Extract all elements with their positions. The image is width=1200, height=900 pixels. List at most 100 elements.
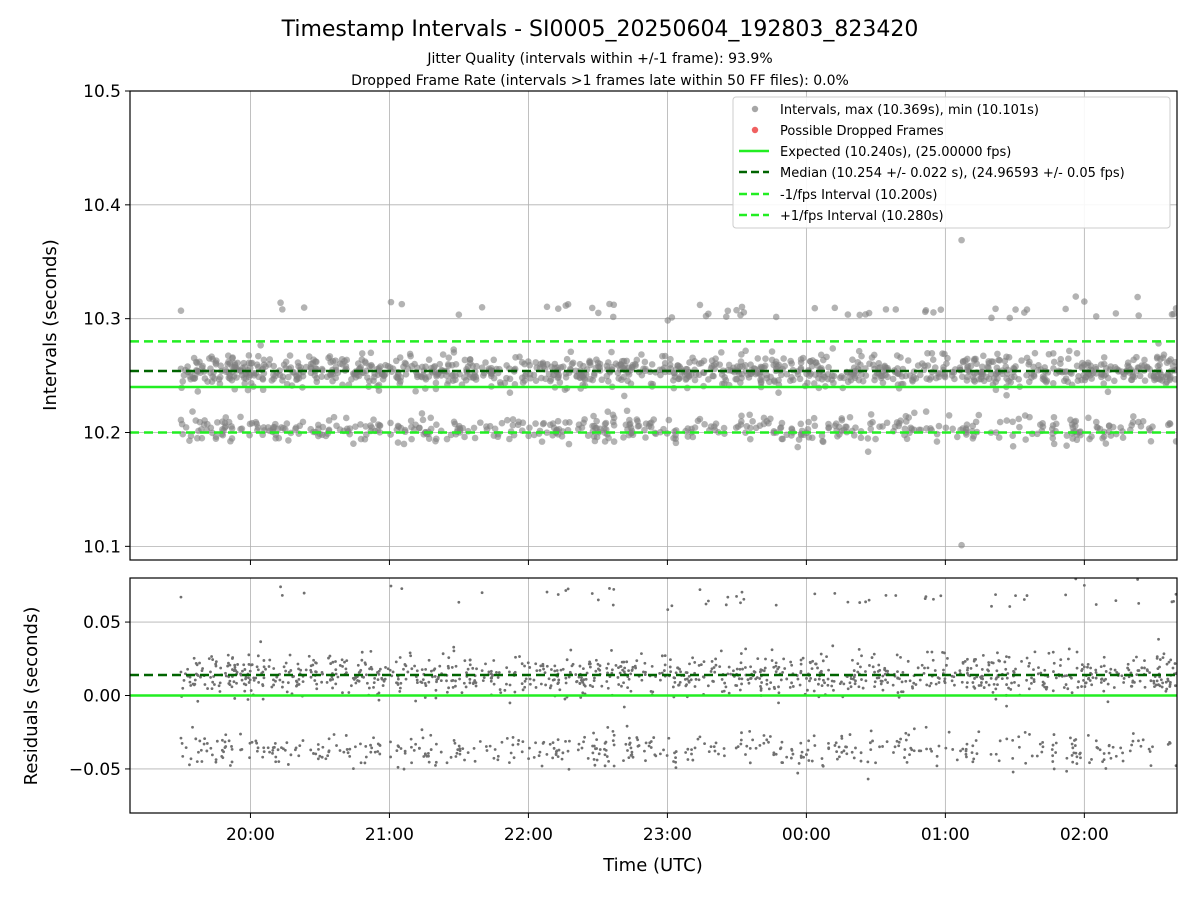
residual-point: [434, 764, 437, 767]
residual-point: [777, 691, 781, 695]
residual-point: [209, 670, 212, 674]
residual-point: [268, 750, 271, 754]
residual-point: [578, 664, 582, 668]
interval-point: [478, 364, 486, 371]
interval-point: [806, 372, 813, 379]
residual-point: [557, 748, 561, 752]
interval-point: [225, 418, 233, 426]
interval-point: [894, 365, 901, 372]
residual-point: [354, 681, 358, 685]
x-tick-label: 22:00: [504, 825, 553, 845]
residual-point: [257, 680, 261, 684]
interval-point: [194, 388, 202, 395]
residual-point: [911, 686, 915, 690]
residual-point: [714, 741, 718, 745]
residual-point: [274, 755, 278, 759]
residual-point: [182, 678, 186, 682]
residual-point: [799, 741, 803, 745]
residual-point: [397, 745, 401, 749]
residual-point: [622, 705, 626, 709]
residual-point: [912, 749, 916, 753]
residual-point: [606, 662, 610, 666]
residual-point: [1017, 745, 1021, 749]
residual-point: [759, 684, 762, 688]
residual-point: [287, 670, 291, 674]
residual-point: [1065, 769, 1069, 773]
interval-point: [610, 438, 618, 445]
residual-point: [181, 686, 185, 690]
residual-point: [256, 746, 260, 750]
residual-point: [592, 731, 595, 735]
residual-point: [1136, 578, 1140, 581]
interval-point: [270, 362, 278, 370]
residual-point: [301, 739, 305, 742]
residual-point: [228, 679, 232, 683]
residual-point: [492, 659, 496, 662]
residual-point: [423, 681, 427, 685]
residual-point: [281, 680, 285, 684]
interval-point: [893, 352, 901, 359]
residual-point: [377, 698, 381, 702]
residual-point: [977, 730, 981, 734]
residual-point: [1017, 735, 1021, 739]
residual-point: [492, 756, 496, 760]
residual-point: [591, 751, 595, 755]
interval-point: [526, 361, 533, 369]
residual-point: [551, 756, 555, 760]
residual-point: [858, 601, 862, 604]
interval-point: [438, 372, 445, 379]
interval-point: [336, 426, 344, 433]
residual-point: [660, 654, 664, 658]
interval-point: [418, 373, 426, 381]
residual-point: [1070, 676, 1073, 680]
interval-point: [686, 359, 693, 366]
residual-point: [619, 665, 623, 668]
interval-point: [985, 375, 993, 383]
interval-point: [1100, 380, 1108, 387]
interval-point: [691, 376, 699, 384]
residual-point: [421, 678, 425, 682]
residual-point: [753, 670, 757, 674]
residual-point: [492, 682, 496, 686]
interval-point: [518, 359, 526, 366]
interval-point: [958, 541, 965, 549]
interval-point: [780, 355, 787, 362]
interval-point: [995, 434, 1003, 441]
interval-point: [559, 363, 567, 370]
interval-point: [404, 365, 412, 373]
interval-point: [228, 435, 236, 442]
residual-point: [192, 683, 196, 687]
residual-point: [785, 755, 789, 759]
residual-point: [597, 752, 601, 756]
residual-point: [244, 683, 248, 687]
interval-point: [1045, 350, 1053, 358]
interval-point: [894, 370, 901, 377]
residual-point: [596, 598, 600, 602]
interval-point: [963, 377, 971, 384]
residual-point: [1165, 662, 1169, 666]
residual-point: [871, 665, 875, 669]
residual-point: [1005, 655, 1008, 659]
residual-point: [1058, 664, 1062, 667]
residual-point: [800, 750, 804, 754]
residual-point: [346, 751, 350, 755]
residual-point: [352, 767, 355, 771]
interval-point: [1064, 378, 1072, 386]
residual-point: [1038, 742, 1042, 746]
residual-point: [369, 750, 373, 754]
residual-point: [414, 699, 418, 703]
residual-point: [195, 760, 199, 764]
interval-point: [566, 419, 573, 426]
residuals-y-tick-label: 0.05: [83, 613, 121, 633]
interval-point: [486, 422, 494, 430]
residual-point: [980, 681, 983, 684]
residual-point: [628, 741, 632, 745]
residual-point: [214, 760, 218, 764]
residual-point: [1005, 704, 1008, 708]
interval-point: [857, 434, 865, 442]
residual-point: [437, 675, 440, 679]
interval-point: [745, 374, 753, 381]
interval-point: [761, 362, 769, 370]
interval-point: [953, 433, 961, 441]
residual-point: [236, 663, 239, 666]
